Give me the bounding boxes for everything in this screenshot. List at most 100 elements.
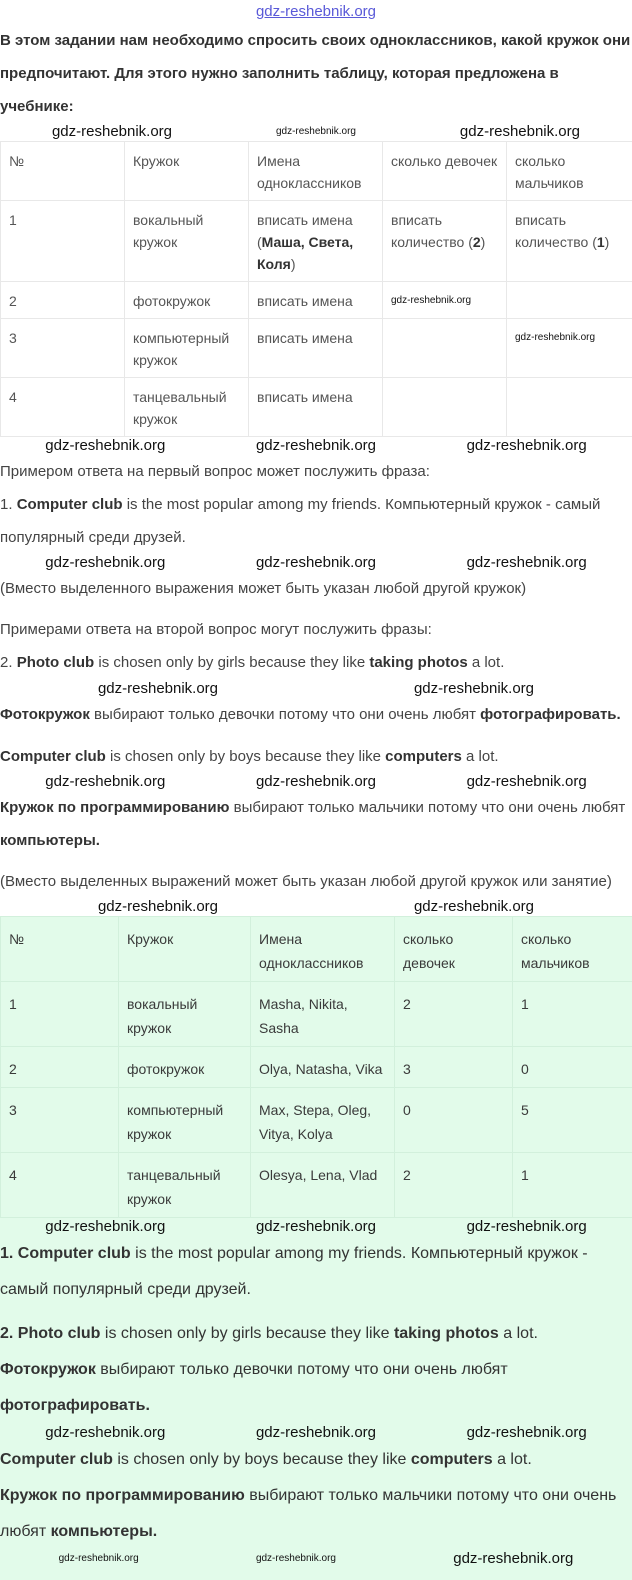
table-row: 3 компьютерный кружок вписать имена gdz-…: [1, 319, 632, 378]
watermark-row: gdz-reshebnik.org gdz-reshebnik.org gdz-…: [0, 437, 632, 455]
watermark: gdz-reshebnik.org: [256, 773, 376, 791]
cell-boys: 1: [513, 1153, 632, 1218]
q3-note: (Вместо выделенных выражений может быть …: [0, 865, 632, 898]
cell-number: 4: [1, 1153, 119, 1218]
text: выбирают только мальчики потому что они …: [229, 799, 625, 816]
table-row: 4 танцевальный кружок Olesya, Lena, Vlad…: [1, 1153, 632, 1218]
cell-names: Olesya, Lena, Vlad: [251, 1153, 395, 1218]
header-cell: Имена одноклассников: [249, 142, 383, 201]
bold-text: Кружок по программированию: [0, 799, 229, 816]
bold-text: Computer club: [17, 496, 123, 513]
cell-number: 1: [1, 982, 119, 1047]
header-cell: сколько девочек: [383, 142, 507, 201]
cell-boys: 5: [513, 1088, 632, 1153]
text: is chosen only by girls because they lik…: [100, 1325, 393, 1342]
watermark-row: gdz-reshebnik.org gdz-reshebnik.org gdz-…: [0, 1550, 632, 1568]
bold-text: 2: [473, 234, 481, 250]
text: a lot.: [462, 748, 499, 765]
watermark-row: gdz-reshebnik.org gdz-reshebnik.org gdz-…: [0, 554, 632, 572]
watermark: gdz-reshebnik.org: [256, 1218, 376, 1236]
bold-text: taking photos: [394, 1325, 499, 1342]
site-link[interactable]: gdz-reshebnik.org: [0, 0, 632, 24]
bold-text: фотографировать.: [480, 706, 621, 723]
header-cell: Кружок: [119, 917, 251, 982]
watermark: gdz-reshebnik.org: [98, 680, 218, 698]
watermark-row: gdz-reshebnik.org gdz-reshebnik.org gdz-…: [0, 1218, 632, 1236]
bold-text: фотографировать.: [0, 1397, 150, 1414]
bold-text: Computer club: [0, 748, 106, 765]
q1-example: 1. Computer club is the most popular amo…: [0, 488, 632, 554]
watermark-row: gdz-reshebnik.org gdz-reshebnik.org gdz-…: [0, 773, 632, 791]
answer-section: № Кружок Имена одноклассников сколько де…: [0, 916, 632, 1580]
watermark: gdz-reshebnik.org: [45, 1424, 165, 1442]
q1-note: (Вместо выделенного выражения может быть…: [0, 572, 632, 605]
text: a lot.: [493, 1451, 532, 1468]
q2-example-ru: Фотокружок выбирают только девочки потом…: [0, 698, 632, 732]
text: вписать количество (: [391, 212, 473, 250]
cell-club: компьютерный кружок: [119, 1088, 251, 1153]
watermark: gdz-reshebnik.org: [45, 1218, 165, 1236]
cell-girls: gdz-reshebnik.org: [383, 282, 507, 319]
watermark: gdz-reshebnik.org: [467, 554, 587, 572]
cell-club: вокальный кружок: [119, 982, 251, 1047]
cell-names: вписать имена (Маша, Света, Коля): [249, 201, 383, 282]
cell-girls: [383, 319, 507, 378]
watermark: gdz-reshebnik.org: [467, 1424, 587, 1442]
text: 2.: [0, 654, 17, 671]
text: ): [481, 234, 486, 250]
bold-text: computers: [385, 748, 462, 765]
text: вписать количество (: [515, 212, 597, 250]
watermark: gdz-reshebnik.org: [45, 437, 165, 455]
watermark: gdz-reshebnik.org: [59, 1550, 139, 1568]
cell-names: Masha, Nikita, Sasha: [251, 982, 395, 1047]
table-row: 4 танцевальный кружок вписать имена: [1, 378, 632, 437]
watermark: gdz-reshebnik.org: [460, 123, 580, 141]
cell-number: 2: [1, 282, 125, 319]
header-cell: сколько мальчиков: [507, 142, 632, 201]
bold-text: 1.: [0, 1245, 18, 1262]
watermark-row: gdz-reshebnik.org gdz-reshebnik.org gdz-…: [0, 1424, 632, 1442]
q3-example-ru: Кружок по программированию выбирают толь…: [0, 791, 632, 857]
cell-boys: [507, 282, 632, 319]
watermark: gdz-reshebnik.org: [414, 680, 534, 698]
cell-number: 3: [1, 319, 125, 378]
intro-paragraph: В этом задании нам необходимо спросить с…: [0, 24, 632, 123]
watermark: gdz-reshebnik.org: [391, 294, 498, 308]
table-row: 1 вокальный кружок Masha, Nikita, Sasha …: [1, 982, 632, 1047]
cell-boys: 0: [513, 1047, 632, 1088]
watermark: gdz-reshebnik.org: [45, 554, 165, 572]
cell-girls: 2: [395, 982, 513, 1047]
table-header-row: № Кружок Имена одноклассников сколько де…: [1, 917, 632, 982]
cell-boys: 1: [513, 982, 632, 1047]
q1-intro: Примером ответа на первый вопрос может п…: [0, 455, 632, 488]
text: выбирают только девочки потому что они о…: [96, 1361, 508, 1378]
table-header-row: № Кружок Имена одноклассников сколько де…: [1, 142, 632, 201]
cell-names: вписать имена: [249, 378, 383, 437]
cell-girls: 0: [395, 1088, 513, 1153]
cell-number: 3: [1, 1088, 119, 1153]
cell-names: Olya, Natasha, Vika: [251, 1047, 395, 1088]
cell-number: 2: [1, 1047, 119, 1088]
q2-intro: Примерами ответа на второй вопрос могут …: [0, 613, 632, 646]
cell-names: вписать имена: [249, 319, 383, 378]
bold-text: Computer club: [0, 1451, 113, 1468]
cell-boys: вписать количество (1): [507, 201, 632, 282]
header-cell: сколько мальчиков: [513, 917, 632, 982]
watermark-row: gdz-reshebnik.org gdz-reshebnik.org: [0, 898, 632, 916]
watermark: gdz-reshebnik.org: [52, 123, 172, 141]
template-table: № Кружок Имена одноклассников сколько де…: [0, 141, 632, 437]
text: is chosen only by boys because they like: [113, 1451, 411, 1468]
cell-club: танцевальный кружок: [119, 1153, 251, 1218]
q2-example: 2. Photo club is chosen only by girls be…: [0, 646, 632, 680]
header-cell: сколько девочек: [395, 917, 513, 982]
text: a lot.: [499, 1325, 538, 1342]
watermark: gdz-reshebnik.org: [256, 437, 376, 455]
bold-text: Photo club: [18, 1325, 101, 1342]
text: ): [605, 234, 610, 250]
table-row: 1 вокальный кружок вписать имена (Маша, …: [1, 201, 632, 282]
text: 1.: [0, 496, 17, 513]
answer-2-ru: Фотокружок выбирают только девочки потом…: [0, 1352, 632, 1424]
cell-club: вокальный кружок: [125, 201, 249, 282]
table-row: 3 компьютерный кружок Max, Stepa, Oleg, …: [1, 1088, 632, 1153]
cell-girls: [383, 378, 507, 437]
